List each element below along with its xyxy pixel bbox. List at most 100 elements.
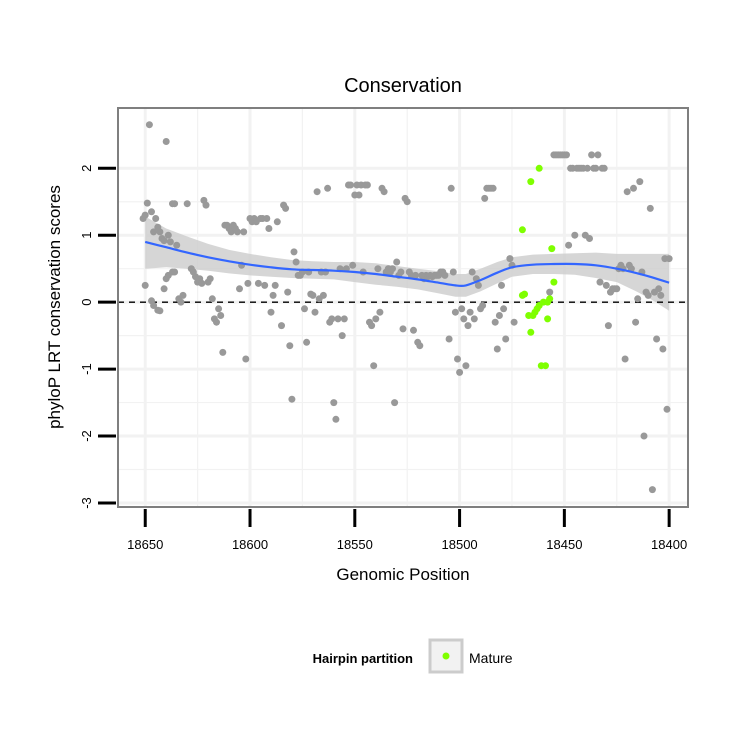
data-point: [399, 325, 407, 333]
data-point: [368, 322, 376, 330]
data-point: [546, 288, 554, 296]
data-point: [510, 318, 518, 326]
x-tick-label: 18550: [337, 537, 373, 552]
data-point: [393, 258, 401, 266]
x-tick-label: 18450: [546, 537, 582, 552]
data-point: [334, 315, 342, 323]
data-point: [313, 188, 321, 196]
data-point: [265, 225, 273, 232]
data-point: [447, 184, 455, 192]
data-point: [349, 261, 357, 269]
data-point: [372, 315, 380, 323]
legend-title: Hairpin partition: [313, 651, 413, 666]
data-point: [290, 248, 298, 256]
data-point: [600, 164, 608, 172]
data-point: [621, 355, 629, 363]
y-tick-label: 1: [79, 232, 94, 239]
data-point: [449, 268, 457, 276]
data-point: [150, 302, 158, 309]
data-point: [160, 285, 168, 293]
data-point: [464, 322, 472, 330]
data-point: [198, 279, 206, 287]
data-point: [141, 211, 149, 219]
data-point-mature: [542, 362, 549, 370]
data-point: [179, 291, 187, 299]
data-point: [242, 355, 250, 363]
data-point: [495, 312, 503, 319]
data-point: [273, 218, 281, 226]
data-point: [493, 345, 501, 353]
data-point: [646, 204, 654, 212]
data-point: [565, 241, 573, 249]
legend-label-mature: Mature: [469, 650, 513, 666]
data-point: [148, 208, 155, 216]
panel-border: [117, 107, 689, 508]
data-point: [206, 275, 214, 283]
data-point: [445, 335, 453, 343]
data-point: [301, 305, 308, 313]
data-point: [481, 194, 489, 202]
data-point: [498, 281, 505, 289]
data-point: [152, 215, 160, 222]
data-point-mature: [546, 295, 554, 303]
data-point: [233, 228, 241, 236]
data-point: [376, 308, 384, 316]
data-point: [145, 121, 153, 129]
data-point: [143, 199, 151, 207]
data-point: [665, 255, 673, 263]
data-point: [177, 298, 185, 306]
y-axis-label: phyloP LRT conservation scores: [45, 185, 64, 429]
data-point: [604, 322, 612, 330]
data-point: [311, 308, 319, 316]
x-tick-label: 18500: [442, 537, 478, 552]
y-tick-label: 2: [79, 165, 94, 172]
data-point: [571, 231, 579, 239]
x-tick-label: 18600: [232, 537, 268, 552]
data-point: [470, 315, 478, 323]
data-point: [271, 281, 279, 289]
data-point: [208, 295, 216, 303]
data-point: [634, 295, 642, 303]
data-point: [583, 164, 591, 172]
data-point: [563, 151, 570, 159]
data-point: [236, 285, 243, 293]
x-axis-label: Genomic Position: [336, 565, 469, 584]
data-point: [166, 238, 174, 246]
data-point: [489, 184, 497, 192]
data-point-mature: [518, 226, 526, 234]
data-point: [219, 348, 227, 356]
data-point: [657, 291, 665, 299]
data-point: [183, 200, 191, 208]
data-point: [403, 198, 411, 206]
data-point: [451, 308, 459, 316]
data-point: [397, 268, 405, 276]
y-tick-label: -3: [79, 497, 94, 509]
chart-title: Conservation: [344, 75, 462, 97]
data-point: [288, 395, 296, 403]
data-point: [389, 265, 396, 273]
data-point: [454, 355, 461, 363]
data-point: [332, 415, 340, 423]
data-point: [284, 288, 292, 296]
data-point: [269, 291, 277, 299]
data-point: [623, 188, 631, 196]
y-tick-label: 0: [79, 298, 94, 305]
data-point-mature: [535, 164, 543, 172]
y-tick-label: -2: [79, 430, 94, 442]
x-tick-label: 18650: [127, 537, 163, 552]
data-point: [500, 305, 508, 313]
data-point: [164, 231, 172, 239]
data-point: [347, 181, 355, 189]
data-point: [278, 322, 285, 330]
data-point: [613, 285, 621, 293]
data-point: [456, 368, 464, 376]
data-point: [244, 279, 252, 287]
data-point: [340, 315, 348, 323]
data-point: [648, 486, 656, 494]
data-point: [141, 281, 149, 289]
data-point: [171, 268, 179, 276]
data-point: [282, 204, 290, 212]
data-point: [412, 271, 420, 279]
data-point: [640, 432, 648, 440]
